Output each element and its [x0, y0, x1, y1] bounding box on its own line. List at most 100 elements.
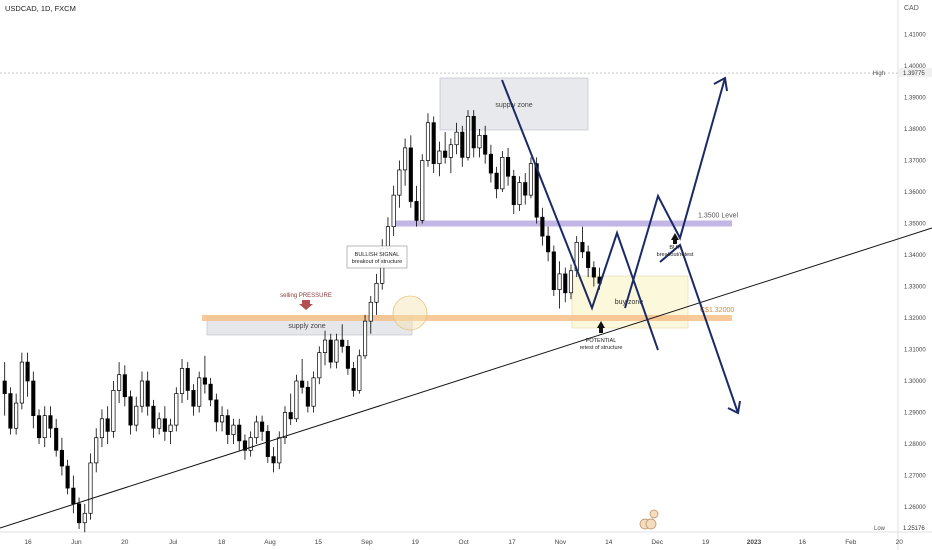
- candle[interactable]: [540, 207, 545, 246]
- candle[interactable]: [528, 157, 533, 199]
- candle[interactable]: [465, 110, 471, 161]
- projection-path-1[interactable]: [501, 79, 659, 351]
- candle[interactable]: [54, 418, 59, 457]
- candle[interactable]: [586, 245, 591, 278]
- candle[interactable]: [363, 314, 368, 359]
- candle[interactable]: [460, 125, 465, 167]
- candle[interactable]: [403, 138, 408, 186]
- projection-path-bullish[interactable]: [624, 77, 726, 309]
- candle[interactable]: [254, 415, 259, 444]
- candle[interactable]: [197, 371, 202, 413]
- candle[interactable]: [122, 365, 127, 407]
- candle[interactable]: [71, 475, 76, 514]
- candle[interactable]: [48, 406, 53, 438]
- price-axis[interactable]: 1.26000 1.27000 1.28000 1.29000 1.30000 1.310…: [904, 33, 926, 512]
- candle[interactable]: [334, 333, 339, 369]
- candle[interactable]: [391, 185, 396, 237]
- candle[interactable]: [357, 349, 362, 394]
- candle[interactable]: [448, 138, 453, 174]
- candle[interactable]: [139, 371, 145, 413]
- candle[interactable]: [105, 406, 110, 444]
- candle[interactable]: [397, 160, 402, 208]
- support-band-132[interactable]: [202, 315, 732, 321]
- events-icon[interactable]: [639, 509, 659, 530]
- candle[interactable]: [31, 371, 36, 429]
- candle[interactable]: [454, 122, 459, 155]
- candle[interactable]: [288, 393, 293, 426]
- candle[interactable]: [368, 295, 373, 334]
- candle[interactable]: [162, 406, 167, 441]
- candle[interactable]: [500, 151, 505, 192]
- candle[interactable]: [248, 431, 253, 457]
- candle[interactable]: [557, 261, 562, 309]
- candle[interactable]: [443, 132, 448, 164]
- candle[interactable]: [65, 459, 70, 495]
- candle[interactable]: [351, 362, 356, 397]
- candle[interactable]: [311, 371, 316, 413]
- candle[interactable]: [488, 144, 493, 183]
- candle[interactable]: [88, 453, 93, 520]
- ascending-trendline[interactable]: [0, 227, 932, 529]
- candle[interactable]: [231, 418, 236, 444]
- candle[interactable]: [134, 396, 139, 432]
- candle[interactable]: [36, 409, 42, 444]
- candle[interactable]: [282, 406, 288, 444]
- candle[interactable]: [237, 418, 242, 451]
- candle[interactable]: [82, 503, 87, 533]
- candle[interactable]: [483, 125, 488, 164]
- candle[interactable]: [151, 399, 156, 438]
- candle[interactable]: [551, 245, 556, 296]
- candle[interactable]: [242, 434, 247, 460]
- candle[interactable]: [494, 166, 499, 199]
- candle[interactable]: [117, 362, 122, 404]
- time-axis[interactable]: 16 Jun 20 Jul 18 Aug 15 Sep 19 Oct 17 Nov 14 Dec 19 202…: [24, 539, 903, 546]
- candle[interactable]: [523, 173, 528, 205]
- candle[interactable]: [185, 362, 190, 400]
- candle[interactable]: [59, 437, 64, 476]
- candle[interactable]: [431, 116, 436, 174]
- candle[interactable]: [374, 273, 379, 315]
- candle[interactable]: [300, 358, 305, 394]
- candle[interactable]: [322, 330, 328, 366]
- candle[interactable]: [437, 141, 442, 177]
- candle[interactable]: [19, 352, 24, 410]
- candle[interactable]: [265, 425, 270, 463]
- candle[interactable]: [328, 333, 333, 369]
- candle[interactable]: [271, 447, 276, 473]
- candle[interactable]: [568, 264, 574, 300]
- candle[interactable]: [425, 113, 431, 167]
- candle[interactable]: [2, 362, 7, 416]
- candle[interactable]: [506, 147, 511, 186]
- candle[interactable]: [477, 129, 482, 158]
- candle[interactable]: [168, 418, 173, 444]
- projection-path-bearish[interactable]: [659, 243, 739, 414]
- candle[interactable]: [420, 154, 425, 224]
- candle[interactable]: [145, 371, 150, 416]
- resistance-band-1350[interactable]: [392, 220, 732, 227]
- candle[interactable]: [8, 387, 13, 435]
- candle[interactable]: [214, 393, 219, 432]
- candle[interactable]: [546, 226, 551, 262]
- candle[interactable]: [14, 393, 19, 435]
- candle[interactable]: [111, 381, 116, 438]
- candle[interactable]: [191, 384, 196, 416]
- candle[interactable]: [179, 358, 185, 404]
- candle[interactable]: [471, 110, 476, 158]
- candle[interactable]: [294, 374, 299, 422]
- candle[interactable]: [42, 406, 47, 448]
- candle[interactable]: [414, 185, 419, 227]
- candle[interactable]: [305, 381, 310, 413]
- candlestick-series[interactable]: [2, 110, 602, 533]
- candle[interactable]: [225, 409, 230, 444]
- candle[interactable]: [220, 406, 225, 432]
- candle[interactable]: [99, 409, 104, 448]
- candle[interactable]: [340, 324, 345, 353]
- candle[interactable]: [25, 352, 30, 397]
- candle[interactable]: [511, 169, 516, 215]
- candle[interactable]: [408, 135, 413, 208]
- candle[interactable]: [157, 412, 162, 435]
- candle[interactable]: [94, 428, 99, 473]
- candle[interactable]: [260, 415, 265, 441]
